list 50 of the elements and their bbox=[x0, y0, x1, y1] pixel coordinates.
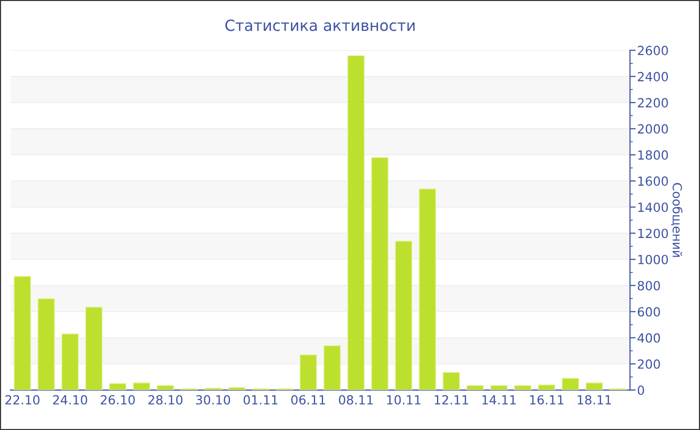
y-tick-label: 0 bbox=[638, 385, 644, 395]
x-tick-label: 14.11 bbox=[482, 395, 516, 404]
x-tick-label: 08.11 bbox=[338, 395, 373, 405]
x-tick-label: 16.11 bbox=[530, 395, 564, 405]
bar bbox=[514, 385, 532, 390]
bar bbox=[562, 378, 580, 390]
bar bbox=[156, 385, 174, 390]
bar bbox=[300, 354, 318, 390]
y-tick-label: 2200 bbox=[638, 98, 668, 108]
y-tick-label: 2000 bbox=[638, 124, 668, 134]
bar bbox=[37, 298, 55, 390]
bar bbox=[490, 385, 508, 390]
bar bbox=[323, 345, 341, 390]
y-tick-label: 600 bbox=[638, 307, 660, 317]
bar bbox=[85, 306, 103, 390]
y-tick-label: 1000 bbox=[638, 254, 668, 264]
x-tick-label: 12.11 bbox=[434, 395, 468, 404]
y-tick-label: 1200 bbox=[638, 228, 668, 238]
x-tick-label: 22.10 bbox=[5, 395, 40, 405]
x-tick-label: 18.11 bbox=[578, 395, 611, 405]
x-tick-label: 24.10 bbox=[53, 395, 88, 405]
x-tick-label: 06.11 bbox=[291, 395, 326, 405]
y-axis-title: Сообщений bbox=[671, 183, 682, 257]
x-tick-label: 30.10 bbox=[196, 395, 230, 405]
bar bbox=[418, 188, 436, 390]
y-tick-label: 1400 bbox=[638, 202, 668, 212]
y-tick-label: 2600 bbox=[638, 46, 668, 56]
y-tick-label: 1800 bbox=[638, 150, 668, 160]
bar bbox=[371, 157, 389, 390]
bar bbox=[586, 382, 604, 390]
x-tick-label: 26.10 bbox=[100, 395, 135, 405]
x-tick-label: 01.11 bbox=[244, 395, 278, 405]
bar bbox=[132, 382, 150, 390]
bar bbox=[61, 333, 79, 390]
x-tick-label: 28.10 bbox=[148, 395, 182, 405]
bar bbox=[394, 240, 412, 390]
bar bbox=[538, 384, 556, 390]
bar bbox=[108, 383, 126, 390]
y-tick-label: 200 bbox=[638, 359, 660, 369]
bar bbox=[14, 276, 32, 390]
bar bbox=[466, 385, 484, 390]
y-tick-label: 2400 bbox=[638, 72, 668, 82]
y-tick-label: 800 bbox=[638, 280, 660, 290]
bar bbox=[442, 372, 460, 390]
chart-title: Статистика активности bbox=[225, 20, 415, 32]
y-tick-label: 1600 bbox=[638, 176, 668, 186]
bar bbox=[228, 386, 246, 390]
bar bbox=[347, 55, 365, 390]
x-tick-label: 10.11 bbox=[387, 395, 420, 405]
y-tick-label: 400 bbox=[638, 333, 660, 343]
